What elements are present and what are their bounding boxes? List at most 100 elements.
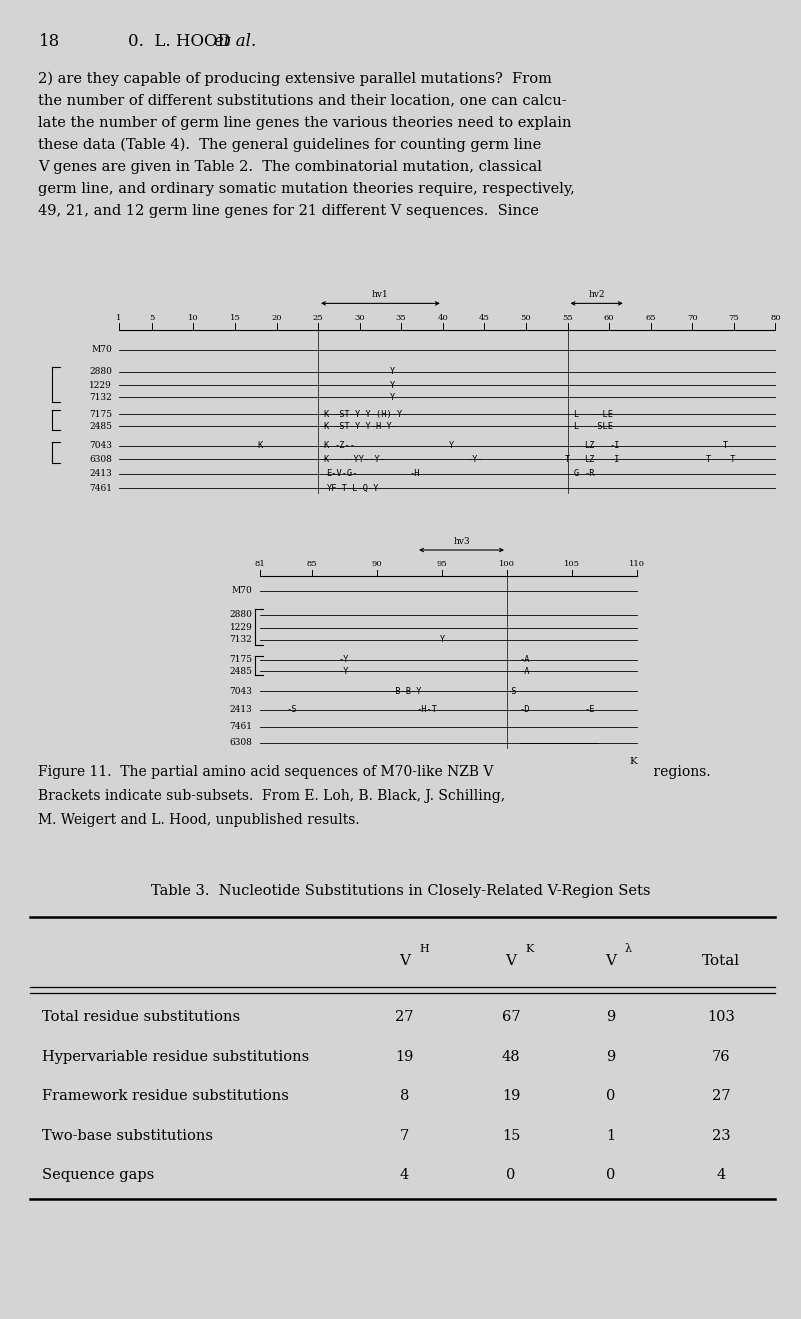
Text: 7175: 7175 (229, 656, 252, 663)
Text: -H-T: -H-T (416, 706, 437, 714)
Text: 30: 30 (354, 314, 365, 322)
Text: 25: 25 (312, 314, 324, 322)
Text: 1: 1 (606, 1129, 615, 1142)
Text: V: V (505, 954, 517, 968)
Text: G: G (574, 470, 578, 477)
Text: 55: 55 (562, 314, 573, 322)
Text: 45: 45 (479, 314, 489, 322)
Text: -A: -A (520, 656, 530, 663)
Text: -B-B-Y: -B-B-Y (390, 687, 421, 695)
Text: 40: 40 (437, 314, 449, 322)
Text: et al.: et al. (214, 33, 256, 50)
Text: 7043: 7043 (229, 687, 252, 695)
Text: 8: 8 (400, 1089, 409, 1103)
Text: 65: 65 (646, 314, 656, 322)
Text: germ line, and ordinary somatic mutation theories require, respectively,: germ line, and ordinary somatic mutation… (38, 182, 575, 197)
Text: -Y: -Y (338, 667, 348, 675)
Text: --YY--Y-: --YY--Y- (343, 455, 385, 463)
Text: hv1: hv1 (372, 290, 388, 299)
Text: regions.: regions. (649, 765, 710, 780)
Text: L: L (574, 422, 578, 430)
Text: -SLE: -SLE (593, 422, 614, 430)
Text: 0: 0 (606, 1169, 615, 1182)
Text: 6308: 6308 (229, 739, 252, 747)
Text: 2485: 2485 (229, 667, 252, 675)
Text: Y: Y (390, 368, 396, 376)
Text: -T: -T (726, 455, 736, 463)
Text: 110: 110 (629, 561, 645, 568)
Text: 75: 75 (728, 314, 739, 322)
Text: 80: 80 (770, 314, 781, 322)
Text: V genes are given in Table 2.  The combinatorial mutation, classical: V genes are given in Table 2. The combin… (38, 160, 542, 174)
Text: 2880: 2880 (89, 368, 112, 376)
Text: 9: 9 (606, 1050, 615, 1063)
Text: -R: -R (584, 470, 594, 477)
Text: Sequence gaps: Sequence gaps (42, 1169, 154, 1182)
Text: 2485: 2485 (89, 422, 112, 430)
Text: K: K (257, 442, 263, 450)
Text: 7132: 7132 (90, 393, 112, 401)
Text: M70: M70 (91, 346, 112, 353)
Text: -Z--: -Z-- (335, 442, 356, 450)
Text: K: K (525, 944, 533, 955)
Text: 0.  L. HOOD: 0. L. HOOD (128, 33, 236, 50)
Text: 18: 18 (38, 33, 60, 50)
Text: K: K (324, 422, 329, 430)
Text: late the number of germ line genes the various theories need to explain: late the number of germ line genes the v… (38, 116, 572, 129)
Text: Y: Y (449, 442, 453, 450)
Text: V: V (605, 954, 616, 968)
Text: K: K (630, 757, 638, 766)
Text: 5: 5 (149, 314, 155, 322)
Text: Framework residue substitutions: Framework residue substitutions (42, 1089, 288, 1103)
Text: 95: 95 (437, 561, 448, 568)
Text: 7461: 7461 (89, 484, 112, 492)
Text: Y: Y (390, 381, 396, 389)
Text: hv2: hv2 (588, 290, 605, 299)
Text: 50: 50 (521, 314, 531, 322)
Text: Total residue substitutions: Total residue substitutions (42, 1010, 239, 1024)
Text: -ST-Y-Y-(H)-Y-: -ST-Y-Y-(H)-Y- (335, 410, 409, 418)
Text: 1229: 1229 (90, 381, 112, 389)
Text: 15: 15 (502, 1129, 520, 1142)
Text: Total: Total (702, 954, 740, 968)
Text: K: K (324, 442, 329, 450)
Text: 100: 100 (499, 561, 515, 568)
Text: Y: Y (390, 393, 396, 401)
Text: 60: 60 (604, 314, 614, 322)
Text: 1: 1 (116, 314, 121, 322)
Text: Y: Y (440, 636, 445, 644)
Text: 85: 85 (307, 561, 318, 568)
Text: Two-base substitutions: Two-base substitutions (42, 1129, 212, 1142)
Text: 19: 19 (396, 1050, 413, 1063)
Text: Brackets indicate sub-subsets.  From E. Loh, B. Black, J. Schilling,: Brackets indicate sub-subsets. From E. L… (38, 789, 505, 803)
Text: -Y: -Y (338, 656, 348, 663)
Text: 27: 27 (395, 1010, 414, 1024)
Text: 7175: 7175 (89, 410, 112, 418)
Text: 90: 90 (372, 561, 382, 568)
Text: hv3: hv3 (453, 537, 470, 546)
Text: 81: 81 (255, 561, 266, 568)
Text: 1229: 1229 (230, 624, 252, 632)
Text: 20: 20 (272, 314, 282, 322)
Text: 76: 76 (711, 1050, 731, 1063)
Text: Table 3.  Nucleotide Substitutions in Closely-Related V-Region Sets: Table 3. Nucleotide Substitutions in Clo… (151, 884, 650, 898)
Text: H: H (419, 944, 429, 955)
Text: Hypervariable residue substitutions: Hypervariable residue substitutions (42, 1050, 309, 1063)
Text: -E: -E (585, 706, 595, 714)
Text: 105: 105 (564, 561, 580, 568)
Text: Figure 11.  The partial amino acid sequences of M70-like NZB V: Figure 11. The partial amino acid sequen… (38, 765, 494, 780)
Text: 15: 15 (230, 314, 240, 322)
Text: M70: M70 (231, 587, 252, 595)
Text: 7043: 7043 (89, 442, 112, 450)
Text: 2413: 2413 (90, 470, 112, 477)
Text: 49, 21, and 12 germ line genes for 21 different V sequences.  Since: 49, 21, and 12 germ line genes for 21 di… (38, 204, 539, 218)
Text: -I: -I (609, 455, 620, 463)
Text: 7: 7 (400, 1129, 409, 1142)
Text: -A: -A (520, 667, 530, 675)
Text: M. Weigert and L. Hood, unpublished results.: M. Weigert and L. Hood, unpublished resu… (38, 813, 360, 827)
Text: 9: 9 (606, 1010, 615, 1024)
Text: 70: 70 (687, 314, 698, 322)
Text: 0: 0 (506, 1169, 516, 1182)
Text: 2880: 2880 (229, 611, 252, 619)
Text: L: L (574, 410, 578, 418)
